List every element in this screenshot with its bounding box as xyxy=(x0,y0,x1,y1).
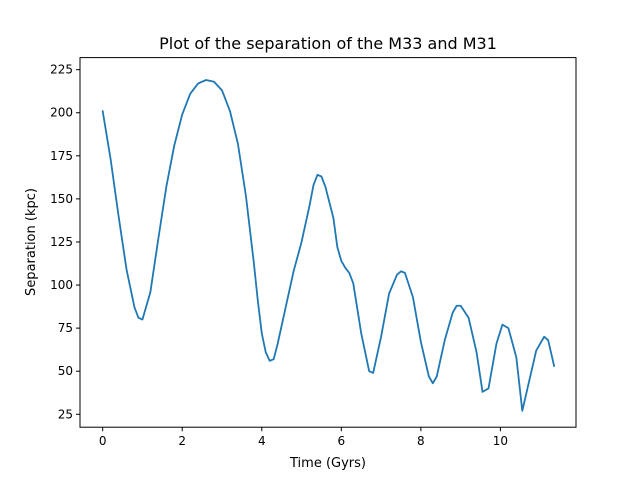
x-tick-label: 8 xyxy=(417,434,425,448)
x-tick-label: 0 xyxy=(99,434,107,448)
y-tick-label: 175 xyxy=(50,149,73,163)
series-layer xyxy=(101,79,556,412)
plot-area: 0 2 4 6 8 10 25 50 75 100 125 150 175 200 225 xyxy=(50,57,577,448)
y-tick-label: 75 xyxy=(58,321,73,335)
x-tick-label: 2 xyxy=(178,434,186,448)
x-axis-label: Time (Gyrs) xyxy=(289,456,366,471)
y-axis: 25 50 75 100 125 150 175 200 225 xyxy=(50,63,80,421)
y-tick-label: 225 xyxy=(50,63,73,77)
y-tick-label: 25 xyxy=(58,407,73,421)
y-tick-label: 125 xyxy=(50,235,73,249)
x-tick-label: 6 xyxy=(338,434,346,448)
x-tick-label: 4 xyxy=(258,434,266,448)
y-tick-label: 150 xyxy=(50,192,73,206)
series-line-separation xyxy=(101,79,556,412)
y-tick-label: 50 xyxy=(58,364,73,378)
chart-title: Plot of the separation of the M33 and M3… xyxy=(159,34,497,53)
y-tick-label: 200 xyxy=(50,106,73,120)
y-tick-label: 100 xyxy=(50,278,73,292)
x-tick-label: 10 xyxy=(493,434,508,448)
y-axis-label: Separation (kpc) xyxy=(24,188,39,296)
axes-frame xyxy=(79,57,577,428)
x-axis: 0 2 4 6 8 10 xyxy=(99,427,508,448)
